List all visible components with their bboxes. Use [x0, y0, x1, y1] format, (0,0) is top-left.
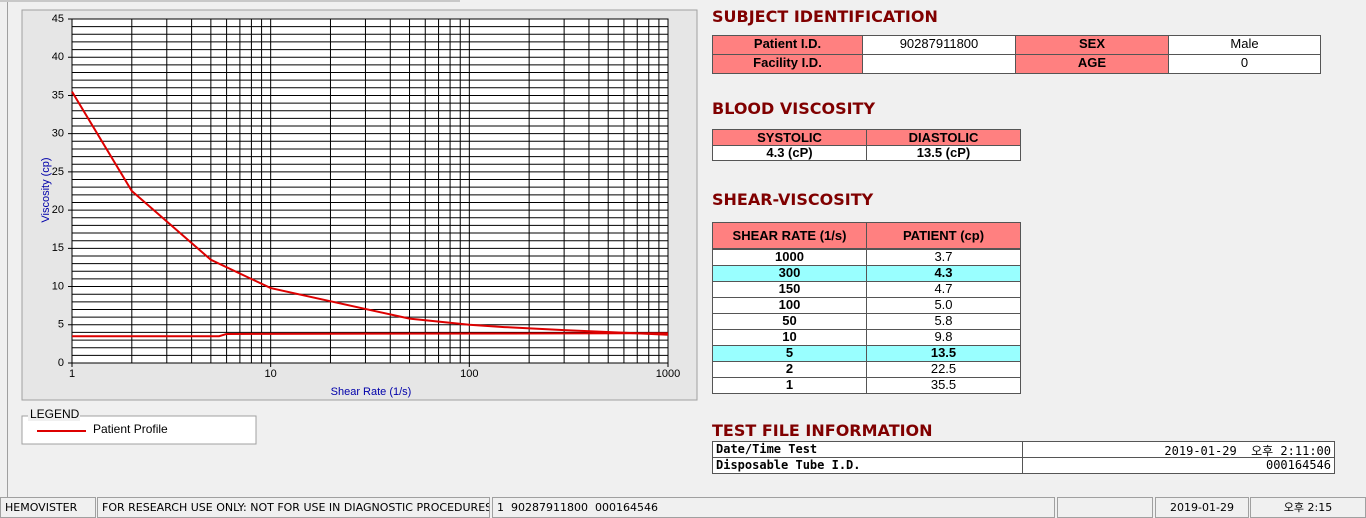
data-line — [71, 91, 669, 336]
table-header: DIASTOLIC — [866, 129, 1021, 146]
y-tick-label: 35 — [52, 89, 64, 101]
y-tick-label: 0 — [58, 357, 64, 369]
status-section: 1 90287911800 000164546 — [492, 497, 1055, 518]
shear-rate: 300 — [712, 265, 867, 282]
section-title: SHEAR-VISCOSITY — [712, 190, 874, 209]
x-tick-label: 100 — [460, 368, 478, 380]
window-border — [7, 0, 8, 497]
status-section: 2019-01-29 — [1155, 497, 1249, 518]
table-header: SYSTOLIC — [712, 129, 867, 146]
info-label: Date/Time Test — [712, 441, 1023, 458]
patient-value: 5.8 — [866, 313, 1021, 330]
field-value: 90287911800 — [862, 35, 1016, 55]
shear-rate: 1 — [712, 377, 867, 394]
y-tick-label: 15 — [52, 242, 64, 254]
shear-rate: 50 — [712, 313, 867, 330]
section-title: BLOOD VISCOSITY — [712, 99, 876, 118]
y-tick-label: 25 — [52, 166, 64, 178]
y-tick-label: 45 — [52, 13, 64, 25]
table-value: 13.5 (cP) — [866, 145, 1021, 161]
info-value: 000164546 — [1022, 457, 1335, 474]
plot-border — [71, 18, 669, 364]
x-tick-label: 10 — [265, 368, 277, 380]
y-tick-label: 10 — [52, 280, 64, 292]
table-header: PATIENT (cp) — [866, 222, 1021, 249]
field-value: 0 — [1168, 54, 1321, 74]
patient-value: 35.5 — [866, 377, 1021, 394]
field-label: Facility I.D. — [712, 54, 863, 74]
patient-value: 3.7 — [866, 249, 1021, 266]
status-section: HEMOVISTER — [0, 497, 96, 518]
info-value: 2019-01-29 오후 2:11:00 — [1022, 441, 1335, 458]
data-line — [72, 332, 669, 338]
patient-value: 13.5 — [866, 345, 1021, 362]
field-value — [862, 54, 1016, 74]
patient-value: 4.3 — [866, 265, 1021, 282]
status-section — [1057, 497, 1153, 518]
table-value: 4.3 (cP) — [712, 145, 867, 161]
section-title: TEST FILE INFORMATION — [712, 421, 933, 440]
y-tick-label: 5 — [58, 319, 64, 331]
table-header: SHEAR RATE (1/s) — [712, 222, 867, 249]
legend-title: LEGEND — [30, 407, 80, 421]
patient-value: 5.0 — [866, 297, 1021, 314]
patient-value: 9.8 — [866, 329, 1021, 346]
patient-value: 22.5 — [866, 361, 1021, 378]
status-section: FOR RESEARCH USE ONLY: NOT FOR USE IN DI… — [97, 497, 490, 518]
y-tick-label: 20 — [52, 204, 64, 216]
shear-rate: 150 — [712, 281, 867, 298]
y-axis-label: Viscosity (cp) — [40, 157, 52, 222]
legend-label: Patient Profile — [93, 422, 168, 436]
shear-rate: 2 — [712, 361, 867, 378]
x-axis-label: Shear Rate (1/s) — [331, 386, 412, 398]
shear-rate: 100 — [712, 297, 867, 314]
shear-rate: 5 — [712, 345, 867, 362]
section-title: SUBJECT IDENTIFICATION — [712, 7, 938, 26]
chart: Viscosity (cp) Shear Rate (1/s) LEGEND 0… — [21, 9, 698, 445]
y-tick-label: 40 — [52, 51, 64, 63]
shear-rate: 10 — [712, 329, 867, 346]
plot-area — [72, 19, 668, 363]
status-section: 오후 2:15 — [1250, 497, 1366, 518]
field-label: SEX — [1015, 35, 1169, 55]
x-tick-label: 1 — [69, 368, 75, 380]
field-label: AGE — [1015, 54, 1169, 74]
y-tick-label: 30 — [52, 128, 64, 140]
field-label: Patient I.D. — [712, 35, 863, 55]
shear-rate: 1000 — [712, 249, 867, 266]
top-border — [0, 0, 460, 2]
x-tick-label: 1000 — [656, 368, 680, 380]
patient-value: 4.7 — [866, 281, 1021, 298]
info-label: Disposable Tube I.D. — [712, 457, 1023, 474]
legend-title-bg — [28, 409, 80, 421]
field-value: Male — [1168, 35, 1321, 55]
